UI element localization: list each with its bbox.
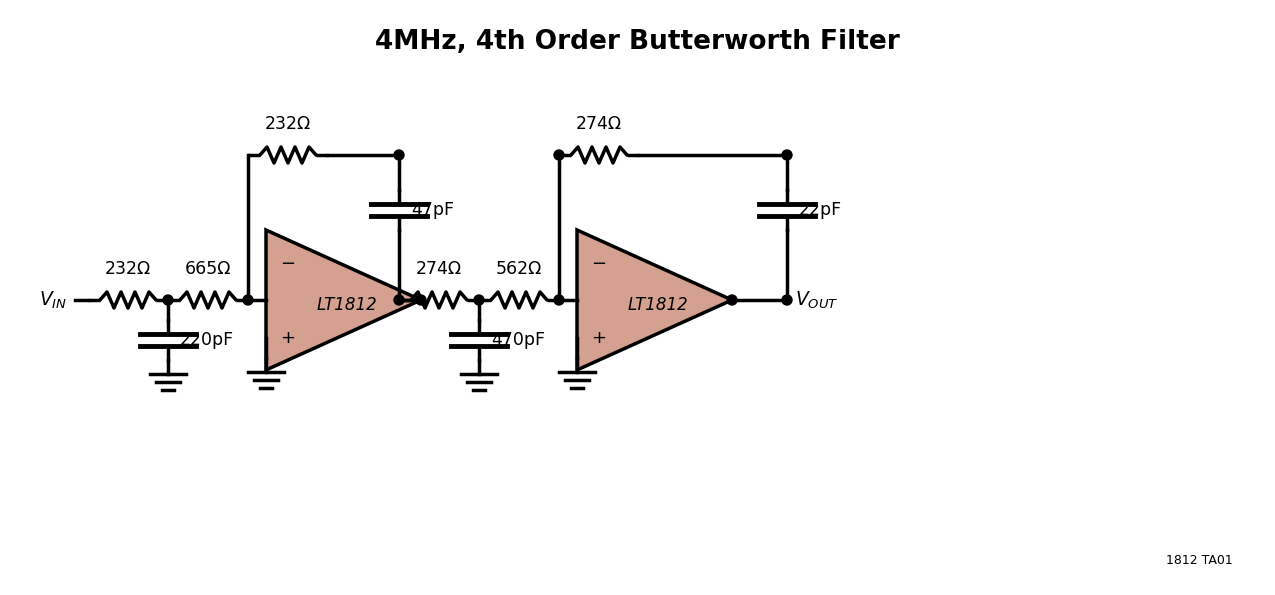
Text: 1812 TA01: 1812 TA01 (1167, 554, 1233, 567)
Circle shape (474, 295, 484, 305)
Text: $-$: $-$ (280, 253, 296, 271)
Text: 562Ω: 562Ω (496, 260, 542, 278)
Text: 274Ω: 274Ω (416, 260, 462, 278)
Polygon shape (266, 230, 421, 370)
Text: $V_{OUT}$: $V_{OUT}$ (796, 289, 839, 311)
Circle shape (244, 295, 252, 305)
Text: 470pF: 470pF (491, 331, 544, 349)
Text: 4MHz, 4th Order Butterworth Filter: 4MHz, 4th Order Butterworth Filter (375, 29, 900, 55)
Text: 274Ω: 274Ω (576, 115, 622, 133)
Text: $V_{IN}$: $V_{IN}$ (38, 289, 68, 311)
Circle shape (727, 295, 737, 305)
Text: 232Ω: 232Ω (265, 115, 311, 133)
Text: LT1812: LT1812 (627, 296, 688, 314)
Circle shape (416, 295, 426, 305)
Text: 47pF: 47pF (411, 201, 454, 219)
Circle shape (555, 295, 564, 305)
Text: 220pF: 220pF (180, 331, 235, 349)
Text: $+$: $+$ (592, 329, 607, 347)
Text: LT1812: LT1812 (316, 296, 377, 314)
Polygon shape (578, 230, 732, 370)
Text: $+$: $+$ (280, 329, 296, 347)
Circle shape (394, 295, 404, 305)
Circle shape (394, 150, 404, 160)
Text: $-$: $-$ (592, 253, 607, 271)
Text: 232Ω: 232Ω (105, 260, 152, 278)
Text: 22pF: 22pF (799, 201, 842, 219)
Circle shape (555, 150, 564, 160)
Circle shape (163, 295, 173, 305)
Circle shape (782, 150, 792, 160)
Circle shape (782, 295, 792, 305)
Text: 665Ω: 665Ω (185, 260, 231, 278)
